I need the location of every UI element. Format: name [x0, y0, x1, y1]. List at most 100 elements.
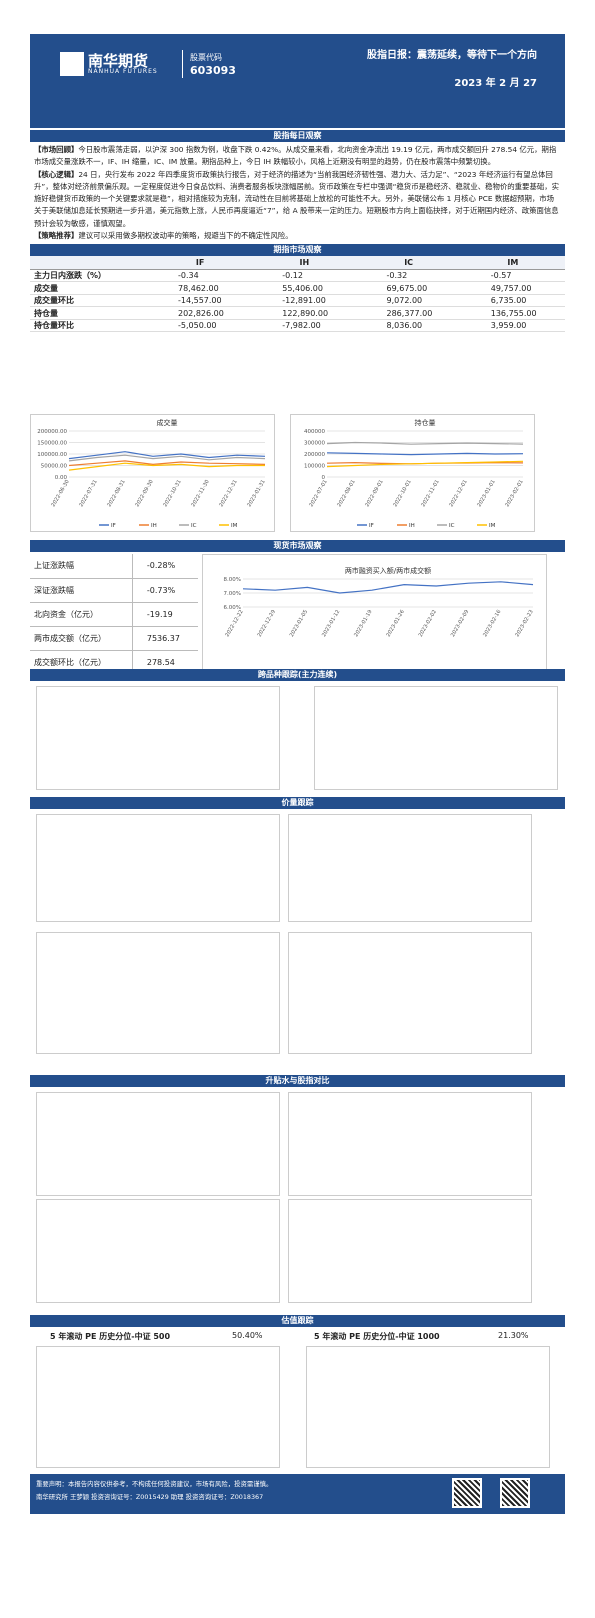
section-valuation-title: 估值跟踪	[30, 1315, 565, 1327]
futures-body: 主力日内涨跌（%） -0.34 -0.12 -0.32 -0.57 成交量 78,462.0…	[30, 269, 565, 333]
review-text: 今日股市震荡走弱，以沪深 300 指数为例，收盘下跌 0.42%。从成交量来看，…	[34, 145, 557, 167]
cell-value: -0.32	[356, 269, 461, 283]
spot-value: -0.28%	[131, 554, 198, 579]
futures-row: 持仓量环比 -5,050.00 -7,982.00 8,036.00 3,959.00	[30, 319, 565, 333]
section-volume-title: 价量跟踪	[30, 797, 565, 809]
y-tick-label: 100000	[304, 464, 325, 470]
section-daily-title: 股指每日观察	[30, 130, 565, 142]
x-tick-label: 2023-01-26	[386, 609, 406, 638]
cell-value: 136,755.00	[460, 306, 565, 320]
y-tick-label: 6.00%	[224, 605, 241, 611]
spot-label: 两市成交额（亿元）	[30, 626, 133, 651]
x-tick-label: 2022-06-30	[50, 479, 70, 508]
ic-basis-index-chart	[36, 1199, 280, 1303]
cell-value: -7,982.00	[252, 319, 357, 333]
legend-label: IM	[231, 523, 238, 529]
cell-value: -0.12	[252, 269, 357, 283]
report-date: 2023 年 2 月 27	[454, 78, 537, 89]
row-label: 成交量	[30, 281, 148, 295]
sz50-valuation-chart	[36, 1346, 280, 1468]
core-text: 24 日，央行发布 2022 年四季度货币政策执行报告，对于经济的描述为“当前我…	[34, 169, 560, 228]
x-tick-label: 2023-02-01	[504, 479, 524, 508]
legend-label: IF	[111, 523, 116, 529]
x-tick-label: 2023-01-01	[476, 479, 496, 508]
pe-left-value: 50.40%	[232, 1331, 263, 1340]
x-tick-label: 2022-12-29	[257, 609, 277, 638]
legend-label: IH	[151, 523, 157, 529]
spot-row: 北向资金（亿元） -19.19	[30, 602, 198, 627]
x-tick-label: 2022-11-01	[420, 479, 440, 508]
cell-value: 49,757.00	[460, 281, 565, 295]
legend-label: IM	[489, 523, 496, 529]
cell-value: 202,826.00	[148, 306, 253, 320]
header-divider	[182, 50, 183, 78]
y-tick-label: 200000	[304, 452, 325, 458]
spot-row: 上证涨跌幅 -0.28%	[30, 554, 198, 579]
row-label: 持仓量环比	[30, 319, 148, 333]
stock-code-label: 股票代码	[190, 53, 222, 62]
x-tick-label: 2023-01-12	[321, 609, 341, 638]
series-line-IC	[326, 441, 524, 445]
report-footer: 重要声明：本报告内容仅供参考，不构成任何投资建议，市场有风险，投资需谨慎。 南华…	[30, 1474, 565, 1514]
y-tick-label: 200000.00	[37, 429, 67, 435]
oi-chart: 持仓量 400000 300000 200000 100000 0 2022-07-01 20…	[290, 414, 535, 532]
y-tick-label: 400000	[304, 429, 325, 435]
strategy-text: 建议可以采用做多期权波动率的策略，规避当下的不确定性风险。	[78, 231, 293, 241]
cell-value: 9,072.00	[356, 294, 461, 308]
x-tick-label: 2023-02-16	[482, 609, 502, 638]
hs300-valuation-chart	[306, 1346, 550, 1468]
row-label: 主力日内涨跌（%）	[30, 269, 148, 283]
qr-code-icon	[500, 1478, 530, 1508]
futures-row: 成交量环比 -14,557.00 -12,891.00 9,072.00 6,735.0…	[30, 294, 565, 308]
series-line-main	[242, 581, 534, 594]
x-tick-label: 2023-01-05	[289, 609, 309, 638]
ic-basis-volume-chart	[36, 932, 280, 1054]
legend-label: IC	[191, 523, 197, 529]
x-tick-label: 2022-10-31	[162, 479, 182, 508]
x-tick-label: 2022-09-01	[364, 479, 384, 508]
market-review: 【市场回顾】今日股市震荡走弱，以沪深 300 指数为例，收盘下跌 0.42%。从…	[34, 144, 561, 169]
row-label: 成交量环比	[30, 294, 148, 308]
report-title: 股指日报：震荡延续，等待下一个方向	[367, 50, 537, 61]
y-tick-label: 100000.00	[37, 452, 67, 458]
col-header: IC	[356, 256, 461, 270]
x-tick-label: 2022-11-30	[190, 479, 210, 508]
section-basis-title: 升贴水与股指对比	[30, 1075, 565, 1087]
im-basis-index-chart	[288, 1199, 532, 1303]
cell-value: 286,377.00	[356, 306, 461, 320]
series-line-IF	[326, 452, 524, 456]
cell-value: 69,675.00	[356, 281, 461, 295]
x-tick-label: 2022-08-01	[336, 479, 356, 508]
col-header: IM	[460, 256, 565, 270]
pe-right-label: 5 年滚动 PE 历史分位-中证 1000	[314, 1332, 440, 1341]
ih-basis-volume-chart	[288, 814, 532, 922]
section-spot-title: 现货市场观察	[30, 540, 565, 552]
cell-value: 78,462.00	[148, 281, 253, 295]
volume-chart-svg: 成交量 200000.00 150000.00 100000.00 50000.00 0.…	[37, 418, 266, 529]
strategy-tag: 【策略推荐】	[34, 231, 79, 241]
col-header: IF	[148, 256, 253, 270]
strategy: 【策略推荐】建议可以采用做多期权波动率的策略，规避当下的不确定性风险。	[34, 230, 561, 242]
pe-left-label: 5 年滚动 PE 历史分位-中证 500	[50, 1332, 171, 1341]
cell-value: -0.34	[148, 269, 253, 283]
company-name-en: NANHUA FUTURES	[88, 68, 158, 75]
spread-chart-ih	[314, 686, 558, 790]
futures-row: 持仓量 202,826.00 122,890.00 286,377.00 136,755…	[30, 306, 565, 320]
futures-row: 主力日内涨跌（%） -0.34 -0.12 -0.32 -0.57	[30, 269, 565, 283]
x-tick-label: 2022-07-01	[308, 479, 328, 508]
core-logic: 【核心逻辑】24 日，央行发布 2022 年四季度货币政策执行报告，对于经济的描…	[34, 169, 561, 230]
cell-value: -14,557.00	[148, 294, 253, 308]
margin-ratio-chart: 两市融资买入额/两市成交额 8.00% 7.00% 6.00% 2022-12-22 20…	[202, 554, 547, 672]
x-tick-label: 2022-12-22	[224, 609, 244, 638]
if-basis-index-chart	[36, 1092, 280, 1196]
spot-label: 北向资金（亿元）	[30, 602, 133, 627]
spot-value: 7536.37	[131, 626, 198, 651]
review-tag: 【市场回顾】	[34, 145, 79, 154]
spot-row: 深证涨跌幅 -0.73%	[30, 578, 198, 603]
cell-value: 6,735.00	[460, 294, 565, 308]
futures-table: IF IH IC IM 主力日内涨跌（%） -0.34 -0.12 -0.32 -0.5…	[30, 256, 565, 333]
x-tick-label: 2022-09-30	[134, 479, 154, 508]
x-tick-label: 2022-10-01	[392, 479, 412, 508]
y-tick-label: 8.00%	[224, 577, 241, 583]
stock-code: 603093	[190, 64, 236, 77]
